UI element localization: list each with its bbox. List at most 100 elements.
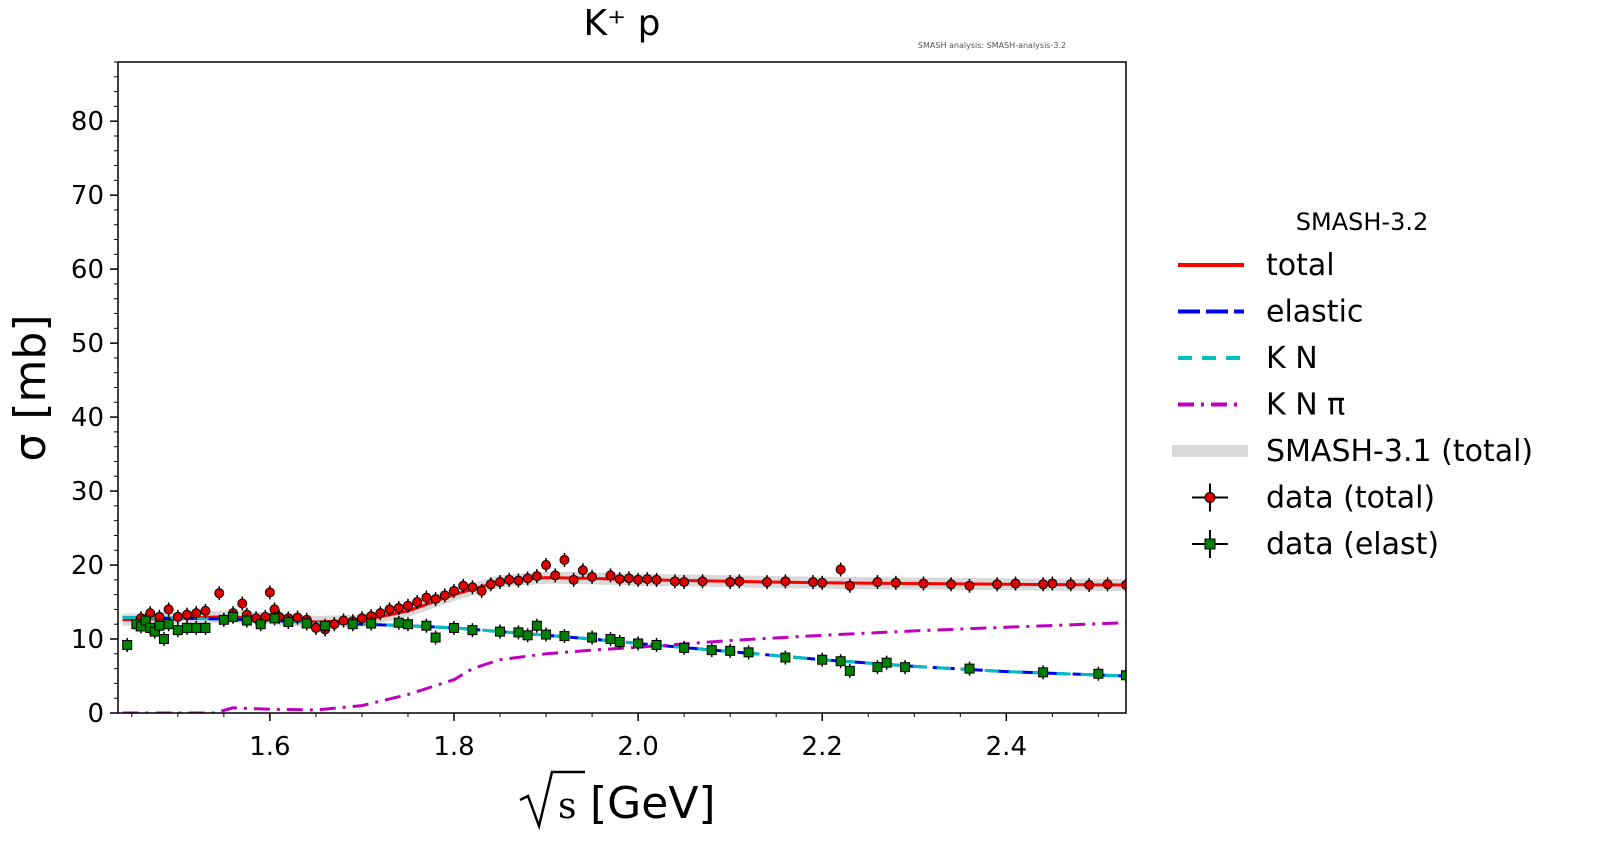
point-marker xyxy=(191,622,202,633)
point-marker xyxy=(467,582,478,593)
point-marker xyxy=(872,662,883,673)
point-marker xyxy=(531,571,542,582)
data-point xyxy=(605,632,616,647)
data-point xyxy=(182,620,193,635)
points-layer xyxy=(122,552,1126,683)
data-point xyxy=(476,583,487,598)
data-point xyxy=(495,575,506,590)
data-point xyxy=(614,634,625,649)
point-marker xyxy=(182,609,193,620)
data-point xyxy=(172,623,183,638)
legend: SMASH-3.2 total elastic K N K N π SMASH-3.1 … xyxy=(1172,208,1533,562)
point-marker xyxy=(200,605,211,616)
point-marker xyxy=(375,608,386,619)
point-marker xyxy=(844,665,855,676)
data-point xyxy=(159,632,170,647)
data-point xyxy=(835,562,846,577)
data-point xyxy=(1121,668,1126,683)
point-marker xyxy=(651,574,662,585)
data-point xyxy=(964,578,975,593)
point-marker xyxy=(421,592,432,603)
data-point xyxy=(1010,576,1021,591)
data-point xyxy=(255,617,266,632)
point-marker xyxy=(269,613,280,624)
point-marker xyxy=(743,647,754,658)
point-marker xyxy=(900,662,911,673)
data-point xyxy=(587,630,598,645)
data-point xyxy=(550,568,561,583)
legend-swatch-marker xyxy=(1204,492,1216,503)
point-marker xyxy=(301,618,312,629)
data-point xyxy=(872,575,883,590)
point-marker xyxy=(706,645,717,656)
legend-label: K N xyxy=(1266,341,1318,376)
point-marker xyxy=(421,620,432,631)
data-point xyxy=(269,611,280,626)
point-marker xyxy=(587,632,598,643)
data-point xyxy=(163,602,174,617)
point-marker xyxy=(522,573,533,584)
data-point xyxy=(393,600,404,615)
point-marker xyxy=(642,574,653,585)
data-point xyxy=(633,636,644,651)
data-point xyxy=(531,618,542,633)
point-marker xyxy=(835,564,846,575)
data-point xyxy=(412,595,423,610)
point-marker xyxy=(163,619,174,630)
y-tick-label: 60 xyxy=(71,255,104,285)
x-axis-label: s [GeV] xyxy=(519,770,716,831)
point-marker xyxy=(495,626,506,637)
point-marker xyxy=(587,571,598,582)
data-point xyxy=(301,616,312,631)
sqrt-sign xyxy=(519,770,585,831)
point-marker xyxy=(697,576,708,587)
chart-annotation: SMASH analysis: SMASH-analysis-3.2 xyxy=(918,41,1066,50)
data-point xyxy=(890,575,901,590)
legend-title: SMASH-3.2 xyxy=(1296,208,1428,236)
point-marker xyxy=(669,576,680,587)
plot-area xyxy=(117,61,1127,714)
data-point xyxy=(182,607,193,622)
data-point xyxy=(725,643,736,658)
point-marker xyxy=(191,608,202,619)
point-marker xyxy=(835,656,846,667)
point-marker xyxy=(964,580,975,591)
point-marker xyxy=(393,617,404,628)
point-marker xyxy=(122,639,133,650)
data-point xyxy=(559,629,570,644)
point-marker xyxy=(485,579,496,590)
point-marker xyxy=(1010,578,1021,589)
point-marker xyxy=(541,560,552,571)
y-tick-label: 0 xyxy=(87,699,104,729)
y-tick-label: 20 xyxy=(71,551,104,581)
data-point xyxy=(200,620,211,635)
point-marker xyxy=(449,622,459,633)
point-marker xyxy=(780,652,791,663)
x-tick-label: 2.4 xyxy=(986,732,1027,762)
legend-label: elastic xyxy=(1266,295,1363,330)
series-line xyxy=(122,621,1126,713)
data-point xyxy=(531,569,542,584)
data-point xyxy=(347,617,358,632)
data-point xyxy=(449,620,459,635)
x-axis-label-unit: [GeV] xyxy=(590,778,716,829)
point-marker xyxy=(1038,667,1049,678)
point-marker xyxy=(559,631,570,642)
point-marker xyxy=(633,574,644,585)
point-marker xyxy=(679,642,690,653)
data-point xyxy=(366,616,377,631)
point-marker xyxy=(568,574,579,585)
data-point xyxy=(421,618,432,633)
data-point xyxy=(522,571,533,586)
point-marker xyxy=(918,578,929,589)
data-point xyxy=(200,603,211,618)
legend-item: SMASH-3.1 (total) xyxy=(1172,434,1533,469)
data-point xyxy=(320,618,331,633)
point-marker xyxy=(154,620,165,631)
point-marker xyxy=(513,627,524,638)
data-point xyxy=(541,558,552,573)
data-point xyxy=(734,574,745,589)
data-point xyxy=(559,552,570,567)
x-axis: 1.6 1.8 2.0 2.2 2.4 xyxy=(131,713,1099,762)
legend-label: SMASH-3.1 (total) xyxy=(1266,434,1533,469)
